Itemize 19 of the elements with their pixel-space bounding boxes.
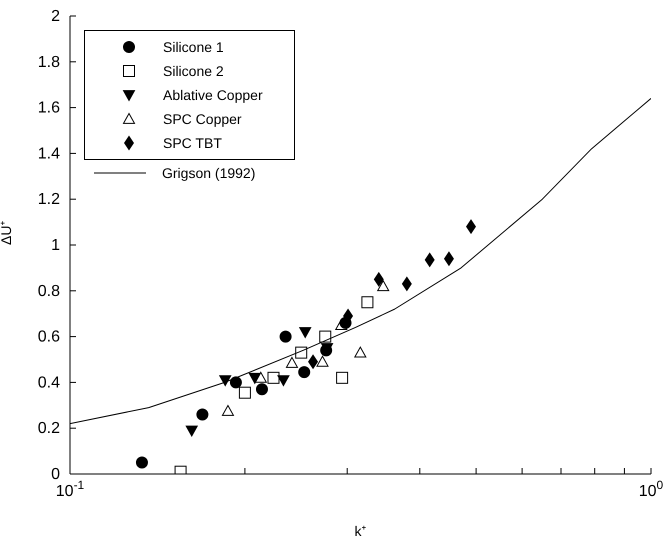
legend-label: Silicone 2 [163, 63, 224, 79]
y-tick-label: 0.6 [38, 328, 60, 346]
y-tick-label: 0.4 [38, 374, 60, 392]
legend-label: SPC Copper [163, 111, 242, 127]
y-tick-label: 1.4 [38, 145, 60, 162]
y-tick-label: 0.2 [38, 420, 60, 438]
y-tick-label: 2 [51, 8, 60, 25]
y-tick-label: 1.2 [38, 191, 60, 208]
y-tick-label: 0.8 [38, 282, 60, 300]
y-tick-label: 1.6 [38, 100, 60, 117]
x-axis-title: k⁺ [354, 523, 366, 538]
legend-label: Silicone 1 [163, 39, 224, 55]
legend-label: SPC TBT [163, 135, 222, 151]
y-tick-label: 1 [51, 237, 60, 254]
y-tick-label: 1.8 [38, 54, 60, 71]
y-axis-title: ΔU⁺ [0, 220, 14, 245]
legend-label: Grigson (1992) [162, 165, 256, 181]
x-tick-label: 10$^{0}$ [638, 478, 664, 500]
legend-label: Ablative Copper [163, 87, 263, 103]
